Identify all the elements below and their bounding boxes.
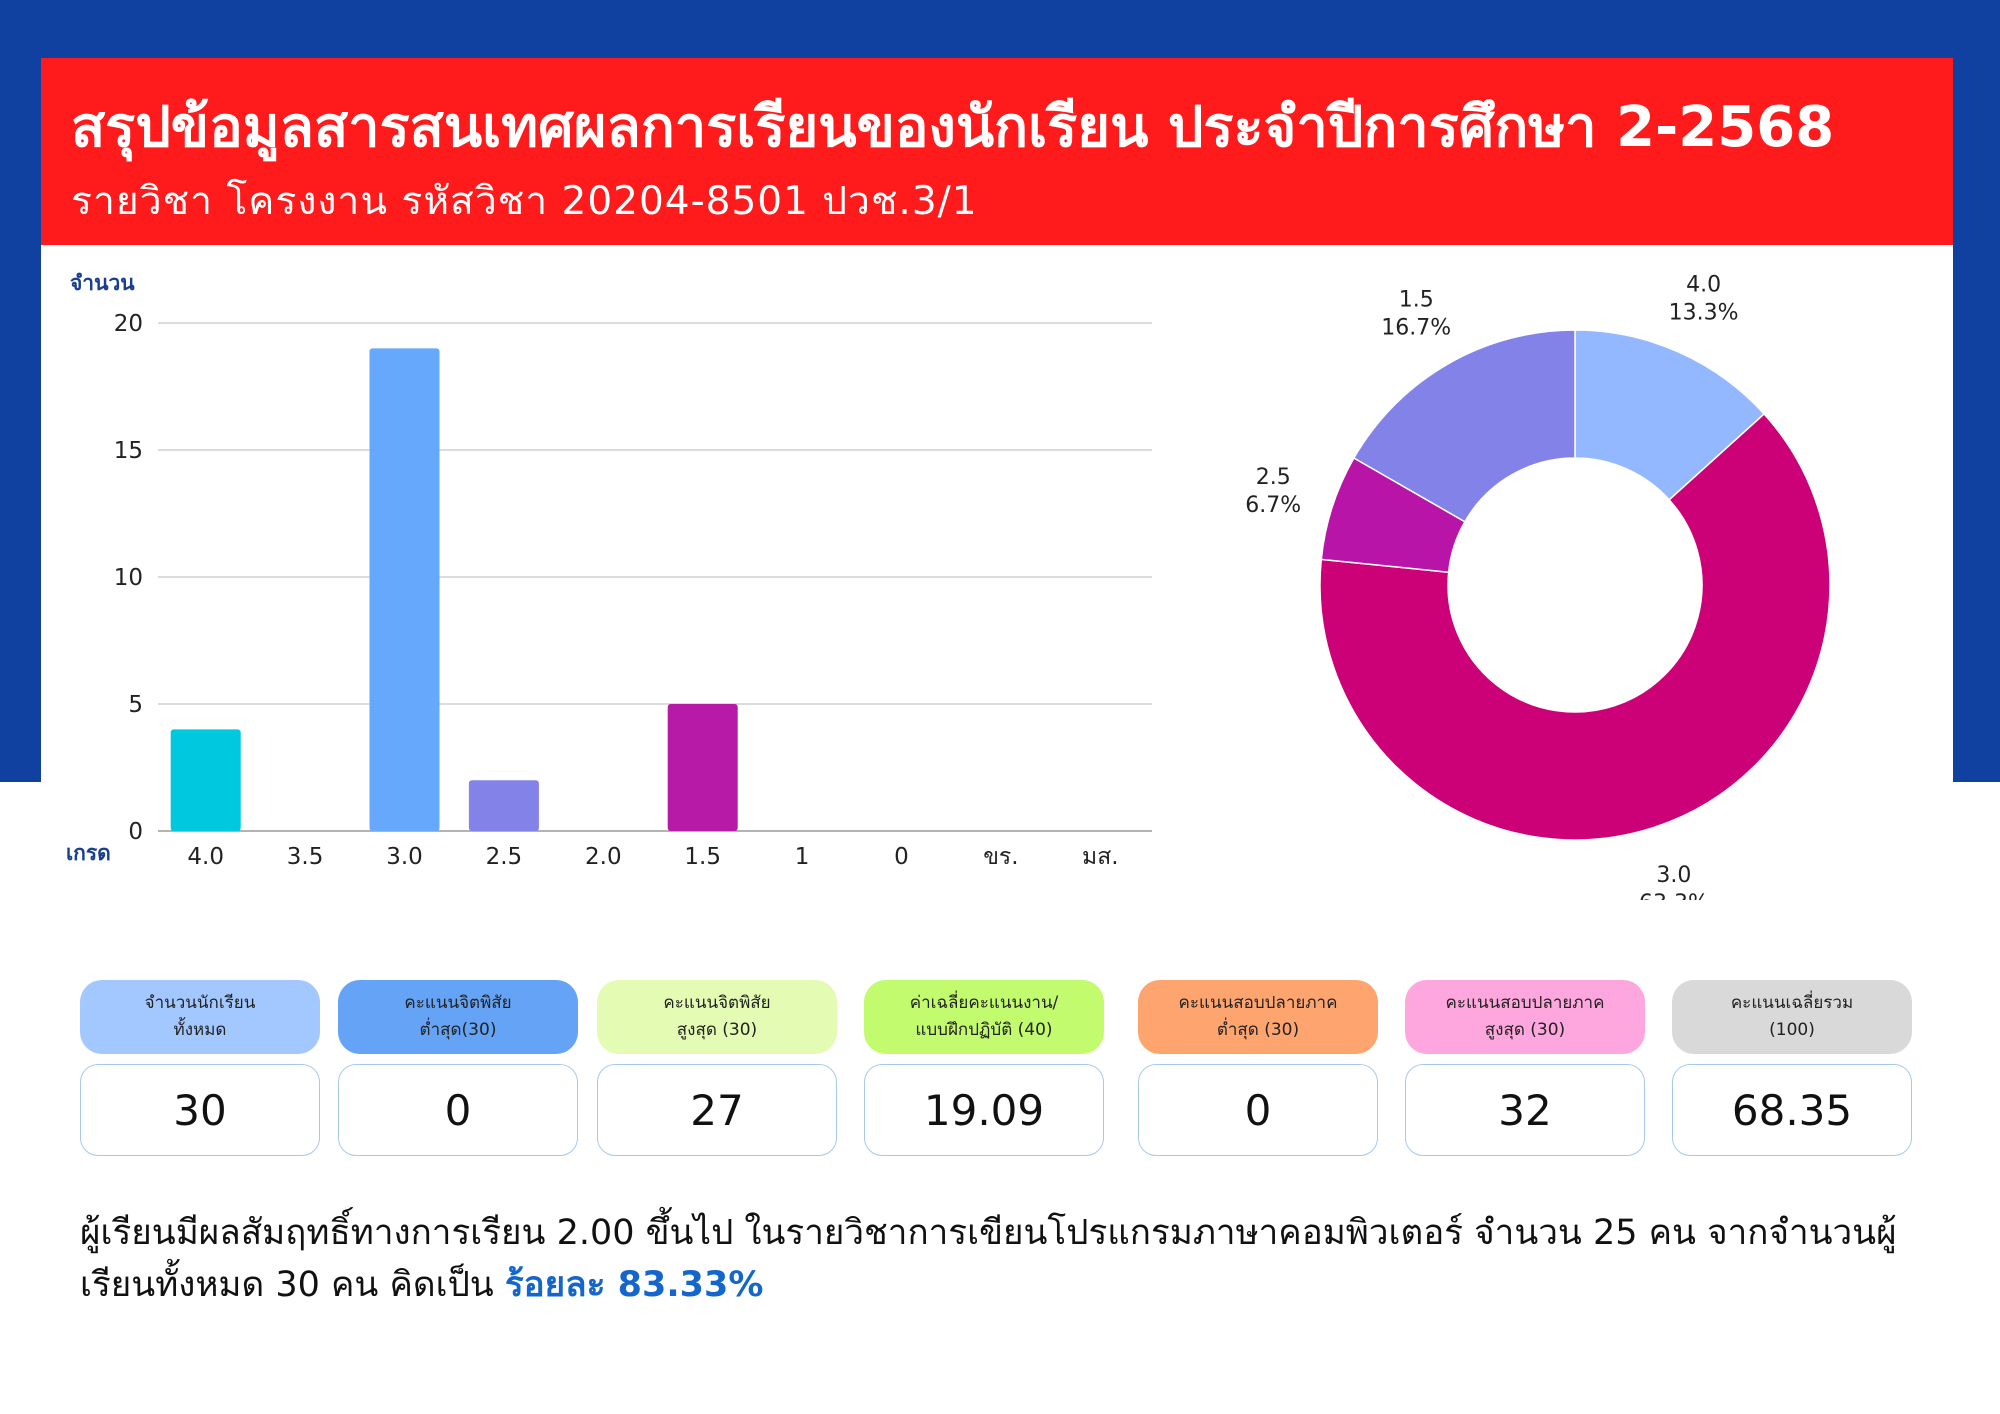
slice-1.5: [1352, 329, 1576, 523]
grade-donut-chart: 4.0 13.3% 3.0 63.3% 2.5 6.7% 1.5 16.7%: [1245, 272, 1831, 900]
bar-1.5: [667, 704, 738, 831]
slice-3.0: [1319, 412, 1831, 841]
stat-value: 68.35: [1672, 1064, 1912, 1156]
stat-card: คะแนนเฉลี่ยรวม (100) 68.35: [1672, 980, 1912, 1156]
summary-body: ผู้เรียนมีผลสัมฤทธิ์ทางการเรียน 2.00 ขึ้…: [80, 1213, 1897, 1305]
y-tick-label: 15: [114, 438, 143, 464]
x-axis-title: เกรด: [66, 841, 111, 865]
page-subtitle: รายวิชา โครงงาน รหัสวิชา 20204-8501 ปวช.…: [71, 179, 978, 224]
stat-value: 32: [1405, 1064, 1645, 1156]
stat-value: 0: [1138, 1064, 1378, 1156]
x-tick-label: 4.0: [187, 844, 224, 870]
x-tick-label: 3.5: [287, 844, 324, 870]
bar-2.5: [468, 780, 539, 831]
stat-card: คะแนนจิตพิสัย ต่ำสุด(30) 0: [338, 980, 578, 1156]
x-tick-label: ขร.: [983, 844, 1018, 870]
stat-label: คะแนนเฉลี่ยรวม (100): [1672, 980, 1912, 1054]
y-tick-label: 0: [128, 819, 143, 845]
x-tick-label: 1: [795, 844, 810, 870]
stat-label: คะแนนจิตพิสัย ต่ำสุด(30): [338, 980, 578, 1054]
y-tick-label: 5: [128, 692, 143, 718]
stat-card: คะแนนจิตพิสัย สูงสุด (30) 27: [597, 980, 837, 1156]
stat-label: คะแนนจิตพิสัย สูงสุด (30): [597, 980, 837, 1054]
stat-card: ค่าเฉลี่ยคะแนนงาน/ แบบฝึกปฏิบัติ (40) 19.…: [864, 980, 1104, 1156]
stat-label: ค่าเฉลี่ยคะแนนงาน/ แบบฝึกปฏิบัติ (40): [864, 980, 1104, 1054]
stat-label: จำนวนนักเรียน ทั้งหมด: [80, 980, 320, 1054]
x-tick-label: 0: [894, 844, 909, 870]
stat-card: จำนวนนักเรียน ทั้งหมด 30: [80, 980, 320, 1156]
bar-4.0: [170, 729, 241, 831]
slice-4.0: [1574, 329, 1766, 501]
slice-percent: 13.3%: [1669, 300, 1739, 325]
slice-label: 2.5: [1256, 465, 1291, 490]
header-banner: สรุปข้อมูลสารสนเทศผลการเรียนของนักเรียน …: [41, 58, 1953, 245]
x-tick-label: 2.0: [585, 844, 622, 870]
stat-card: คะแนนสอบปลายภาค สูงสุด (30) 32: [1405, 980, 1645, 1156]
stat-value: 27: [597, 1064, 837, 1156]
stat-label: คะแนนสอบปลายภาค ต่ำสุด (30): [1138, 980, 1378, 1054]
summary-highlight: ร้อยละ 83.33%: [504, 1265, 764, 1305]
bar-3.0: [369, 348, 440, 831]
slice-label: 4.0: [1686, 272, 1721, 297]
x-tick-label: 2.5: [486, 844, 523, 870]
x-tick-label: 3.0: [386, 844, 423, 870]
x-tick-label: มส.: [1082, 844, 1119, 870]
stat-label: คะแนนสอบปลายภาค สูงสุด (30): [1405, 980, 1645, 1054]
y-tick-label: 10: [114, 565, 143, 591]
stat-value: 19.09: [864, 1064, 1104, 1156]
slice-label: 1.5: [1399, 288, 1434, 313]
slice-percent: 16.7%: [1381, 316, 1451, 341]
slice-label: 3.0: [1656, 863, 1691, 888]
summary-text: ผู้เรียนมีผลสัมฤทธิ์ทางการเรียน 2.00 ขึ้…: [80, 1207, 1930, 1311]
x-tick-label: 1.5: [684, 844, 721, 870]
page-title: สรุปข้อมูลสารสนเทศผลการเรียนของนักเรียน …: [71, 95, 1835, 160]
stat-value: 0: [338, 1064, 578, 1156]
y-axis-title: จำนวน: [70, 271, 135, 295]
stat-card: คะแนนสอบปลายภาค ต่ำสุด (30) 0: [1138, 980, 1378, 1156]
stat-value: 30: [80, 1064, 320, 1156]
y-tick-label: 20: [114, 311, 143, 337]
slice-percent: 6.7%: [1245, 493, 1301, 518]
slice-percent: 63.3%: [1639, 891, 1709, 900]
